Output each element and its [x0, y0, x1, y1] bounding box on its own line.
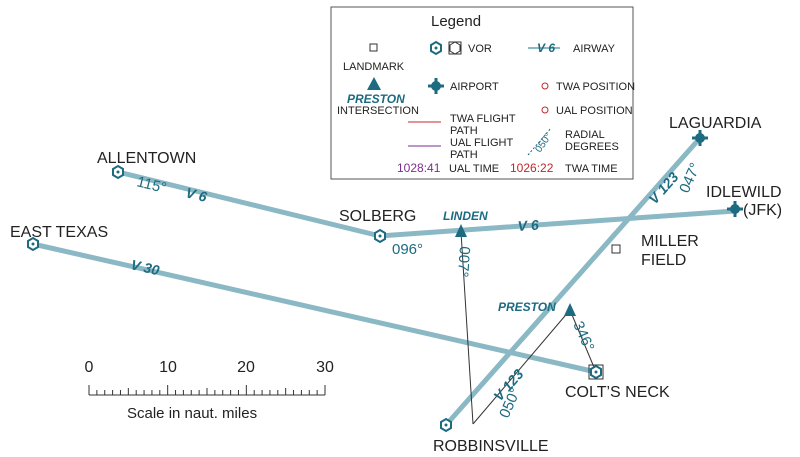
airway-v6-west — [115, 169, 383, 239]
airway-v6-east — [377, 208, 738, 239]
airport-idlewild-icon — [727, 201, 743, 217]
legend-intersection-icon — [367, 77, 381, 90]
legend-twa-flight-path-label2: PATH — [450, 125, 478, 137]
scale-tick-30: 30 — [316, 359, 334, 376]
legend-vor-label: VOR — [468, 43, 492, 55]
legend-ual-time-label: UAL TIME — [449, 163, 499, 175]
legend-vor-icon — [430, 40, 442, 56]
legend-twa-time-sample: 1026:22 — [510, 161, 554, 175]
vor-colts-neck-icon — [588, 364, 604, 380]
place-idlewild-line2: (JFK) — [743, 202, 782, 219]
legend-ual-time-sample: 1028:41 — [397, 161, 441, 175]
airways — [30, 135, 738, 428]
legend-airport-icon — [428, 78, 444, 94]
legend-twa-position-label: TWA POSITION — [556, 81, 635, 93]
legend-twa-position-icon — [541, 82, 549, 90]
legend: Legend LANDMARK VOR V 6 AIRWAY PRESTON I… — [330, 6, 635, 180]
place-miller-field-line2: FIELD — [641, 252, 686, 269]
vor-east-texas-icon — [27, 236, 39, 252]
scale-tick-10: 10 — [159, 359, 177, 376]
scale-tick-0: 0 — [85, 359, 94, 376]
flight-paths — [460, 231, 597, 425]
vor-solberg-icon — [374, 228, 386, 244]
legend-radial-label1: RADIAL — [565, 129, 605, 141]
radial-label-solberg: 096° — [392, 241, 423, 258]
place-solberg: SOLBERG — [339, 208, 416, 225]
legend-twa-flight-path-label1: TWA FLIGHT — [450, 113, 516, 125]
vor-allentown-icon — [112, 164, 124, 180]
legend-landmark-icon — [369, 43, 378, 52]
place-allentown: ALLENTOWN — [97, 150, 196, 167]
intersection-label-preston: PRESTON — [498, 300, 556, 314]
legend-box — [330, 6, 634, 180]
intersection-label-linden: LINDEN — [443, 209, 488, 223]
place-colts-neck: COLT’S NECK — [565, 384, 670, 401]
intersection-linden-icon — [455, 224, 467, 237]
legend-airport-label: AIRPORT — [450, 81, 499, 93]
landmark-miller-field-icon — [611, 244, 621, 254]
legend-airway-sample: V 6 — [537, 41, 555, 55]
radial-label-allentown: 115° — [135, 173, 168, 197]
airway-v30 — [30, 241, 599, 375]
vor-robbinsville-icon — [440, 417, 452, 433]
airway-label-v30: V 30 — [129, 256, 161, 278]
scale-bar: 0 10 20 30 Scale in naut. miles — [85, 359, 334, 422]
legend-ual-position-icon — [541, 106, 549, 114]
legend-twa-time-label: TWA TIME — [565, 163, 618, 175]
legend-landmark-label: LANDMARK — [343, 61, 405, 73]
airway-label-v6-west: V 6 — [184, 184, 208, 205]
legend-vor-dme-icon — [448, 41, 462, 55]
intersection-preston-icon — [564, 303, 576, 316]
ual-flight-path-v123 — [472, 309, 571, 425]
place-east-texas: EAST TEXAS — [10, 224, 108, 241]
flight-path-linden-robbinsville — [460, 231, 474, 425]
flight-path-preston-colts-neck — [569, 309, 597, 373]
legend-ual-flight-path-label2: PATH — [450, 149, 478, 161]
scale-caption: Scale in naut. miles — [127, 405, 257, 422]
place-robbinsville: ROBBINSVILLE — [433, 438, 549, 455]
legend-airway-label: AIRWAY — [573, 43, 616, 55]
place-miller-field-line1: MILLER — [641, 233, 699, 250]
airport-laguardia-icon — [692, 130, 708, 146]
legend-intersection-label: INTERSECTION — [337, 105, 419, 117]
scale-tick-20: 20 — [237, 359, 255, 376]
legend-ual-position-label: UAL POSITION — [556, 105, 633, 117]
legend-ual-flight-path-label1: UAL FLIGHT — [450, 137, 513, 149]
legend-title: Legend — [431, 13, 481, 30]
radial-label-linden: 007° — [454, 246, 473, 278]
airway-label-v6-east: V 6 — [517, 217, 539, 234]
legend-radial-line — [527, 127, 552, 156]
place-laguardia: LAGUARDIA — [669, 115, 762, 132]
radial-label-preston: 346° — [569, 319, 597, 354]
radial-label-laguardia: 047° — [676, 160, 704, 195]
place-idlewild-line1: IDLEWILD — [706, 184, 782, 201]
legend-intersection-sample: PRESTON — [347, 92, 405, 106]
airway-v123 — [443, 135, 703, 428]
legend-radial-label2: DEGREES — [565, 141, 619, 153]
